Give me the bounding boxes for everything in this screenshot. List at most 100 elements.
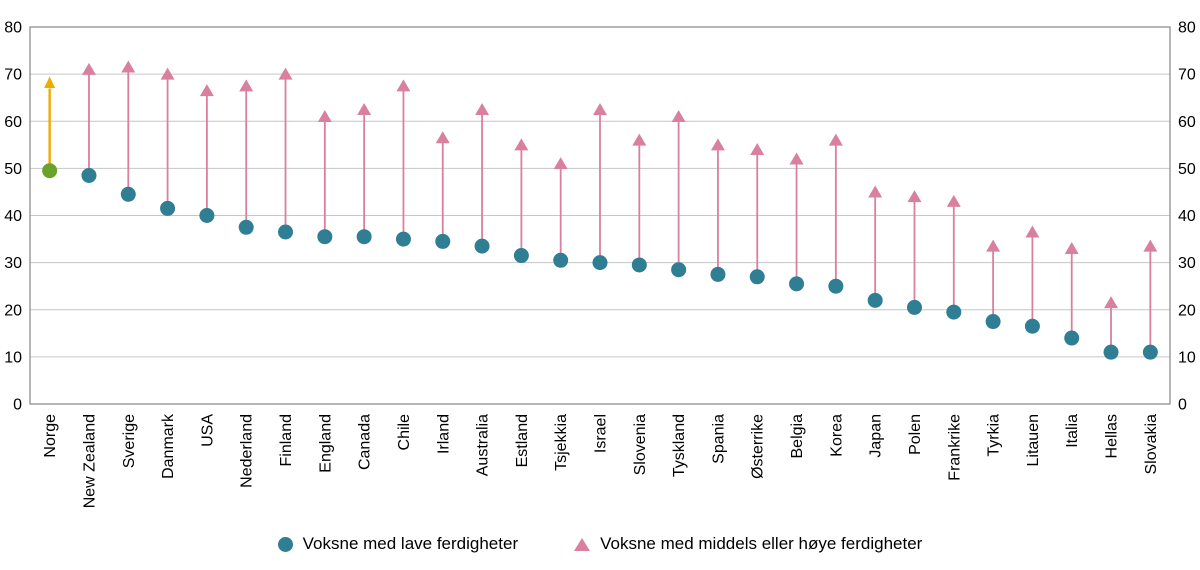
- circle-marker: [789, 276, 805, 292]
- x-axis-label: England: [317, 414, 334, 473]
- circle-marker: [356, 229, 372, 245]
- x-axis-label: Slovakia: [1143, 414, 1160, 475]
- x-axis-label: Polen: [907, 414, 924, 455]
- legend-circle-icon: [277, 536, 293, 552]
- triangle-marker: [81, 62, 96, 75]
- x-axis-label: Korea: [828, 414, 845, 457]
- y-tick-label-right: 20: [1178, 302, 1196, 319]
- triangle-marker: [828, 133, 843, 146]
- x-axis-label: Belgia: [789, 414, 806, 459]
- triangle-marker: [907, 190, 922, 203]
- x-axis-label: Irland: [435, 414, 452, 454]
- chart-canvas: 0 0 10 10 20 20 30 30 40 40 50 50 60 60 70 70 80 80 Norge N…: [4, 20, 1196, 509]
- circle-marker: [120, 186, 136, 202]
- triangle-marker: [160, 67, 175, 80]
- triangle-marker: [357, 102, 372, 115]
- y-tick-label-left: 0: [13, 397, 22, 414]
- x-axis-label: Hellas: [1104, 414, 1121, 458]
- triangle-marker: [1064, 241, 1079, 254]
- circle-marker: [395, 231, 411, 247]
- x-axis-label: Tsjekkia: [553, 414, 570, 471]
- x-axis-label: Tyrkia: [986, 414, 1003, 457]
- chart-legend: Voksne med lave ferdigheter Voksne med m…: [0, 520, 1200, 568]
- x-axis-label: Estland: [514, 414, 531, 467]
- triangle-marker: [317, 110, 332, 123]
- circle-marker: [1142, 344, 1158, 360]
- circle-marker: [435, 233, 451, 249]
- x-axis-label: New Zealand: [81, 414, 98, 508]
- circle-marker: [81, 167, 97, 183]
- x-axis-label: Chile: [396, 414, 413, 451]
- triangle-marker: [946, 194, 961, 207]
- triangle-marker: [278, 67, 293, 80]
- x-axis-label: USA: [199, 414, 216, 447]
- circle-marker: [592, 255, 608, 271]
- circle-marker: [1064, 330, 1080, 346]
- triangle-marker: [1025, 225, 1040, 238]
- y-tick-label-left: 50: [4, 161, 22, 178]
- triangle-marker: [199, 84, 214, 97]
- y-tick-label-right: 10: [1178, 349, 1196, 366]
- circle-marker: [474, 238, 490, 254]
- triangle-marker: [789, 152, 804, 165]
- x-axis-label: Litauen: [1025, 414, 1042, 467]
- legend-triangle-icon: [574, 537, 591, 551]
- circle-marker: [867, 292, 883, 308]
- x-axis-label: Australia: [475, 414, 492, 476]
- x-axis-label: Sverige: [121, 414, 138, 468]
- y-tick-label-left: 60: [4, 114, 22, 131]
- circle-marker: [749, 269, 765, 285]
- x-axis-label: Spania: [710, 414, 727, 464]
- triangle-marker: [710, 138, 725, 151]
- y-tick-label-left: 70: [4, 67, 22, 84]
- y-tick-label-left: 30: [4, 255, 22, 272]
- x-axis-label: Canada: [357, 414, 374, 470]
- x-axis-label: Frankrike: [946, 414, 963, 481]
- circle-marker: [671, 262, 687, 278]
- triangle-marker: [1143, 239, 1158, 252]
- x-axis-label: Østerrike: [750, 414, 767, 479]
- triangle-marker: [986, 239, 1001, 252]
- triangle-marker: [396, 79, 411, 92]
- y-tick-label-right: 80: [1178, 20, 1196, 37]
- x-axis-label: Israel: [593, 414, 610, 453]
- y-tick-label-left: 40: [4, 208, 22, 225]
- norge-circle-marker: [42, 163, 58, 179]
- y-tick-label-right: 30: [1178, 255, 1196, 272]
- triangle-marker: [553, 157, 568, 170]
- triangle-marker: [475, 102, 490, 115]
- y-tick-label-left: 80: [4, 20, 22, 37]
- y-tick-label-right: 40: [1178, 208, 1196, 225]
- triangle-marker: [868, 185, 883, 198]
- legend-label-low: Voksne med lave ferdigheter: [302, 534, 519, 553]
- plot-border: [29, 26, 1171, 405]
- triangle-marker: [435, 131, 450, 144]
- x-axis-label: Slovenia: [632, 414, 649, 475]
- norge-arrowhead: [44, 76, 56, 89]
- y-tick-label-right: 70: [1178, 67, 1196, 84]
- y-tick-label-left: 10: [4, 349, 22, 366]
- circle-marker: [317, 229, 333, 245]
- x-axis-label: Tyskland: [671, 414, 688, 477]
- circle-marker: [1103, 344, 1119, 360]
- circle-marker: [828, 278, 844, 294]
- triangle-marker: [593, 102, 607, 115]
- circle-marker: [278, 224, 294, 240]
- triangle-marker: [671, 110, 686, 123]
- triangle-marker: [750, 143, 765, 156]
- circle-marker: [710, 266, 726, 282]
- triangle-marker: [1104, 296, 1119, 309]
- triangle-marker: [514, 138, 529, 151]
- circle-marker: [238, 219, 254, 235]
- x-axis-label: Danmark: [160, 413, 177, 479]
- circle-marker: [513, 248, 529, 264]
- y-tick-label-right: 0: [1178, 397, 1187, 414]
- circle-marker: [199, 208, 215, 223]
- circle-marker: [946, 304, 962, 320]
- legend-item-low: Voksne med lave ferdigheter: [277, 534, 519, 554]
- triangle-marker: [239, 79, 254, 92]
- circle-marker: [985, 314, 1001, 330]
- y-tick-label-left: 20: [4, 302, 22, 319]
- x-axis-label: Finland: [278, 414, 295, 466]
